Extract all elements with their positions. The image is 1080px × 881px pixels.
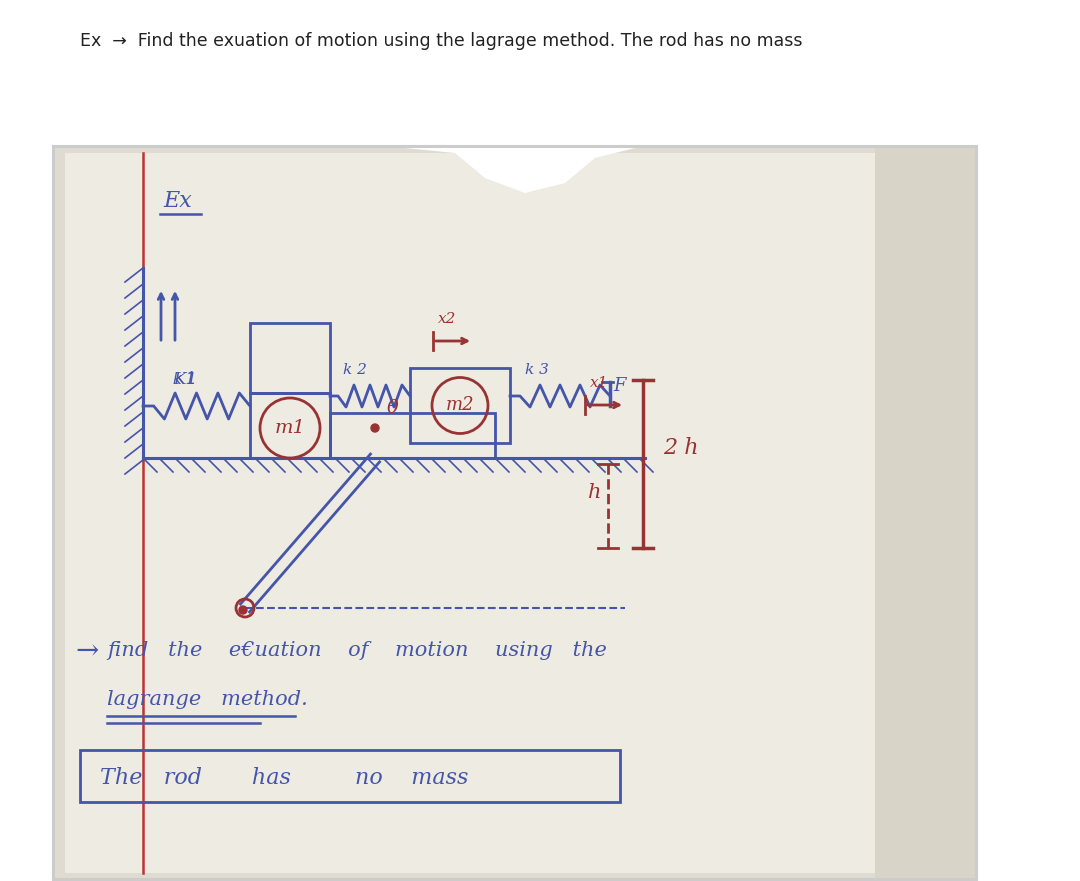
Text: m1: m1	[274, 419, 306, 437]
Bar	[55, 148, 975, 878]
Text: K1: K1	[173, 371, 195, 388]
Text: k 3: k 3	[525, 363, 549, 377]
Text: k 2: k 2	[343, 363, 367, 377]
Text: The   rod       has         no    mass: The rod has no mass	[100, 767, 469, 789]
Text: find   the    e€uation    of    motion    using   the: find the e€uation of motion using the	[107, 641, 607, 660]
Text: m2: m2	[446, 396, 474, 414]
Bar	[249, 393, 330, 458]
Bar	[875, 148, 975, 878]
Bar	[80, 750, 620, 802]
Text: θ: θ	[387, 399, 399, 417]
Circle shape	[372, 424, 379, 432]
Text: Ex: Ex	[163, 190, 192, 212]
Bar	[65, 153, 966, 873]
Text: →: →	[75, 638, 98, 665]
Text: x1: x1	[590, 376, 608, 390]
Text: k 1: k 1	[173, 372, 197, 387]
Text: F: F	[613, 377, 625, 395]
Polygon shape	[405, 148, 635, 193]
Circle shape	[239, 606, 247, 614]
Text: x2: x2	[438, 312, 457, 326]
Text: lagrange   method.: lagrange method.	[107, 690, 308, 709]
Bar	[249, 323, 330, 393]
Bar	[53, 146, 977, 880]
Bar	[330, 413, 495, 458]
Text: h: h	[588, 483, 602, 502]
Bar	[410, 368, 510, 443]
Text: Ex  →  Find the exuation of motion using the lagrage method. The rod has no mass: Ex → Find the exuation of motion using t…	[80, 32, 802, 50]
Text: 2 h: 2 h	[663, 437, 699, 459]
